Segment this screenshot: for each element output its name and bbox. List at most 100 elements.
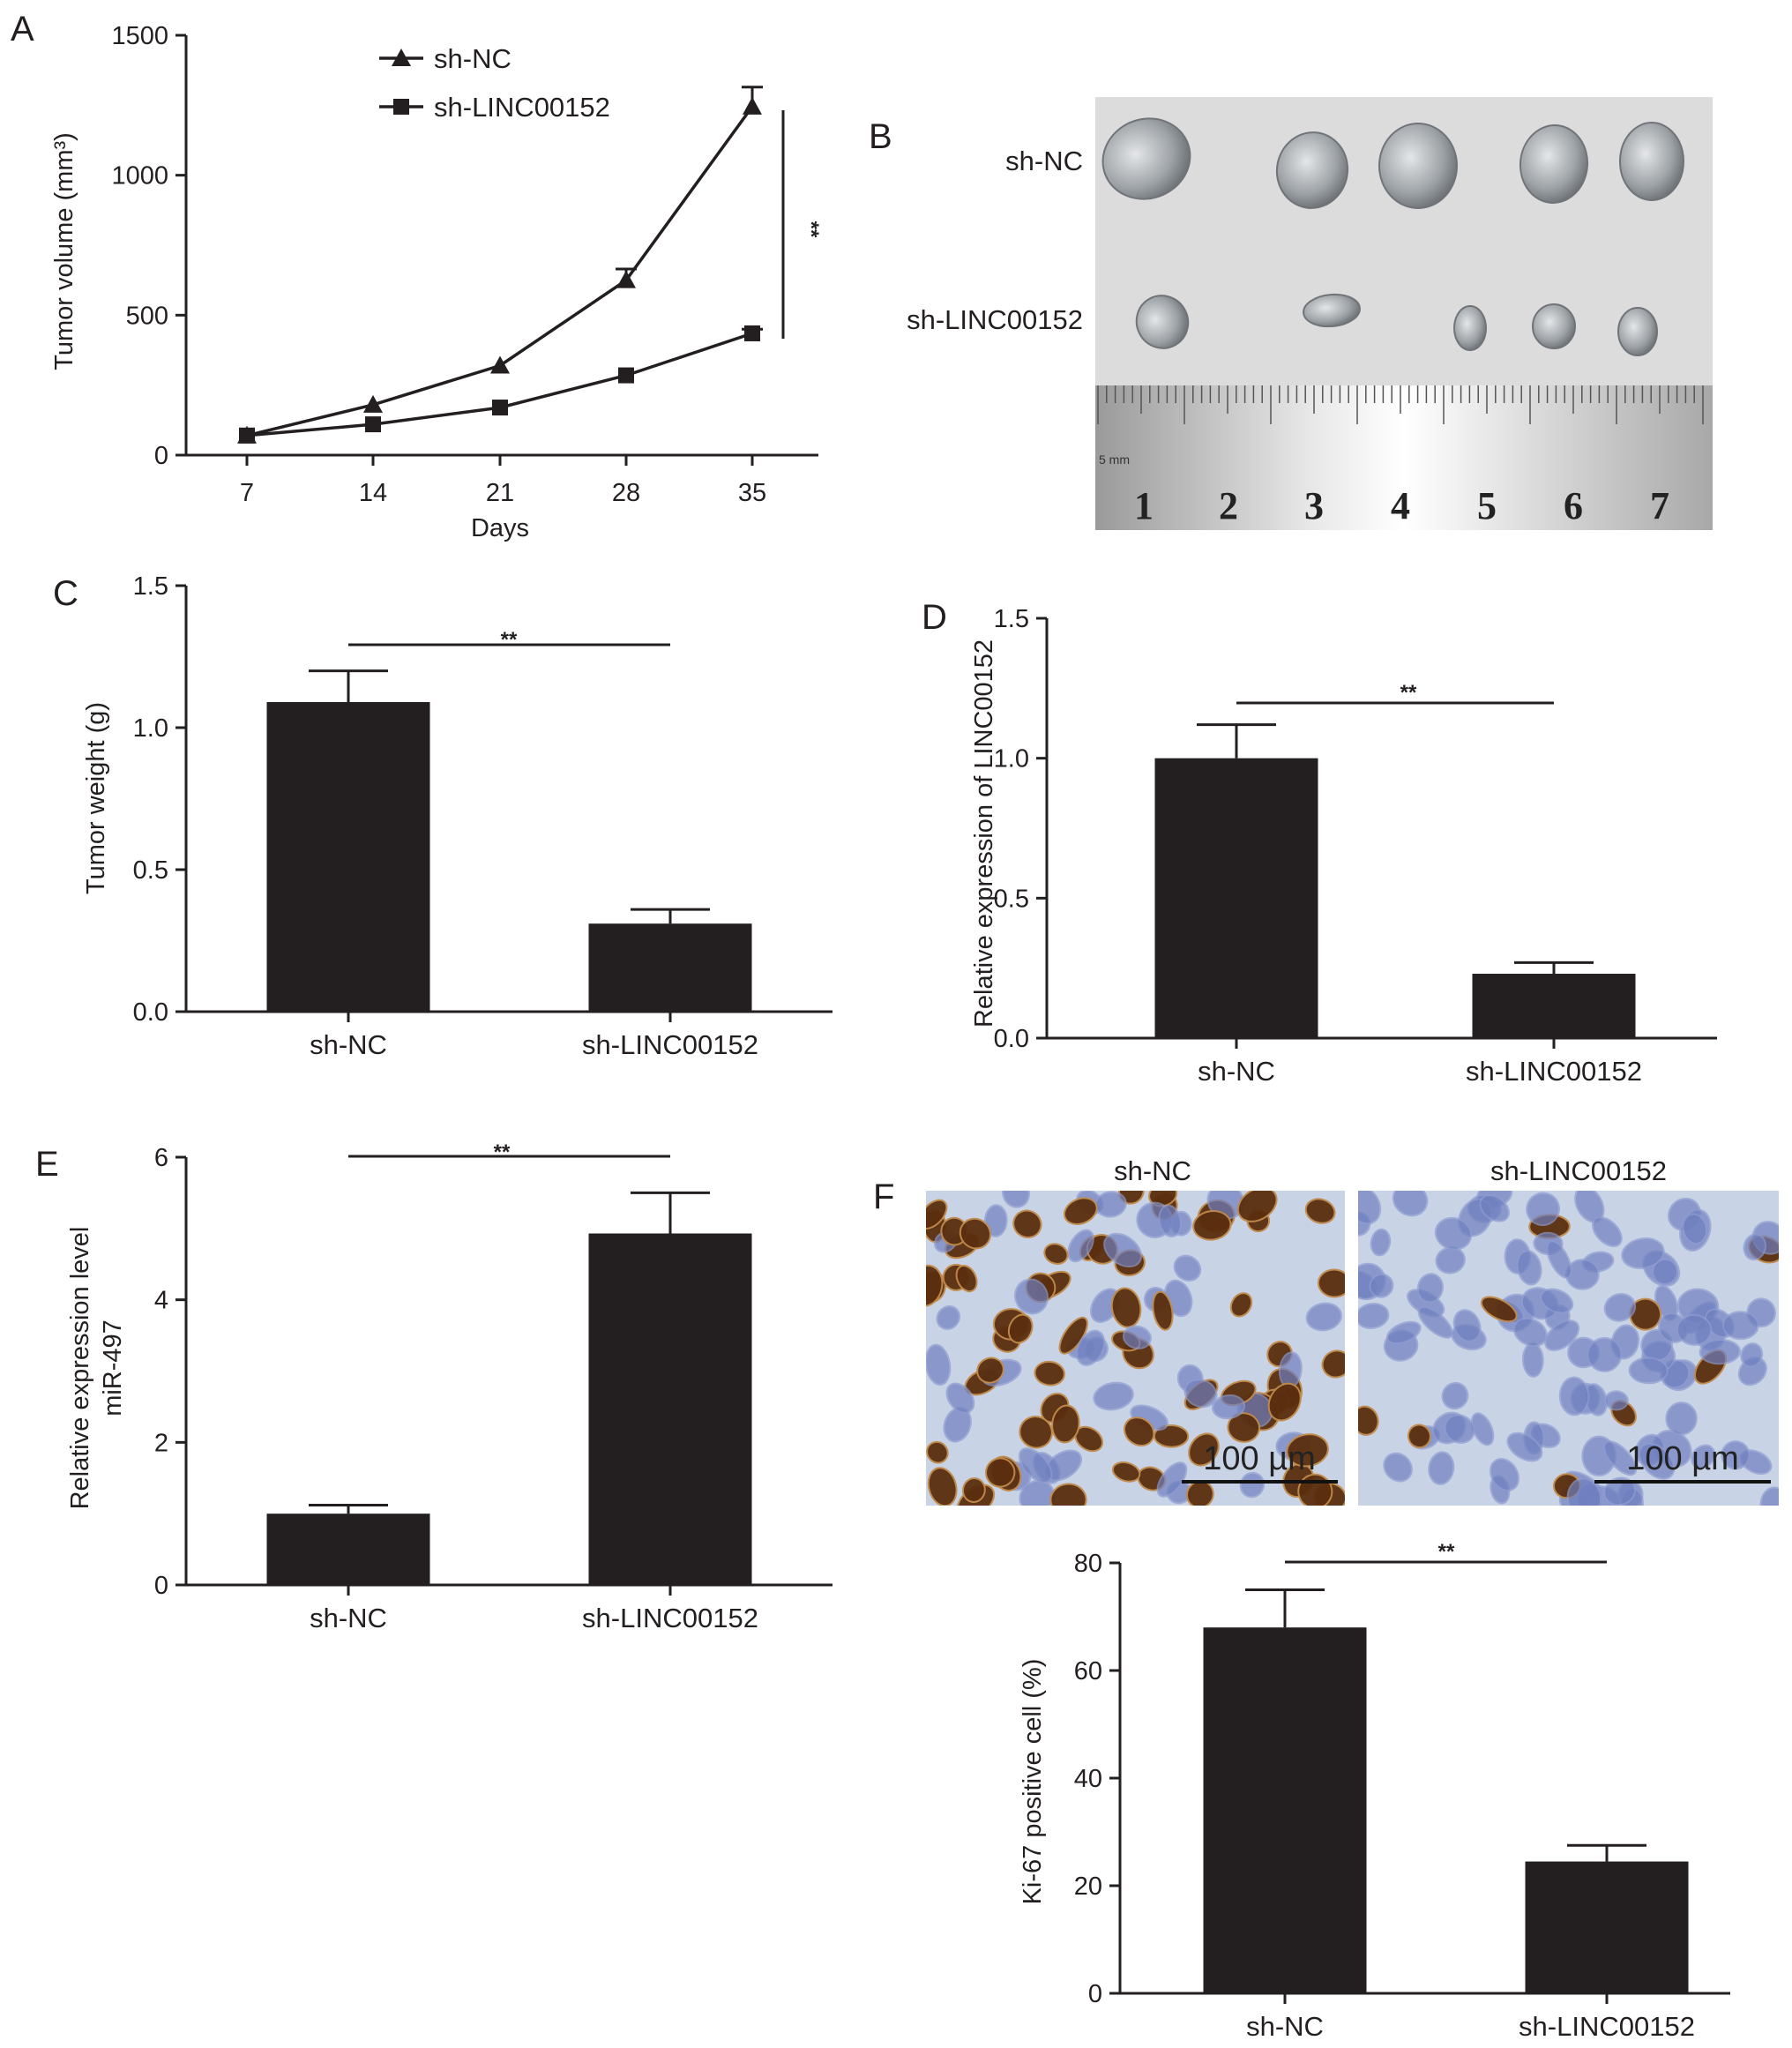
- tumor-specimen: [1532, 303, 1576, 349]
- ki67-positive-nucleus: [1063, 1197, 1098, 1225]
- y-tick-label: 4: [154, 1287, 168, 1315]
- legend-triangle-marker: [392, 49, 411, 66]
- ruler-number: 1: [1134, 484, 1154, 527]
- legend-label-sh-linc00152: sh-LINC00152: [434, 92, 610, 123]
- tumor-specimen: [1519, 124, 1589, 204]
- ruler-unit-label: 5 mm: [1099, 452, 1130, 467]
- bar-sh-linc00152: [588, 1233, 752, 1585]
- x-tick-label: 21: [486, 479, 514, 507]
- ki67-positive-nucleus: [1012, 1209, 1042, 1239]
- ki67-positive-nucleus: [1227, 1412, 1260, 1443]
- y-tick-label: 0: [154, 442, 168, 470]
- ki67-negative-nucleus: [1103, 1232, 1142, 1267]
- y-tick-label: 1.0: [133, 714, 168, 743]
- row-label-sh-linc00152: sh-LINC00152: [907, 304, 1083, 335]
- scale-bar-label-2: 100 µm: [1626, 1440, 1739, 1477]
- x-tick-label: sh-LINC00152: [582, 1603, 758, 1633]
- ki67-negative-nucleus: [1665, 1401, 1698, 1436]
- ki67-negative-nucleus: [1156, 1461, 1188, 1498]
- ki67-negative-nucleus: [936, 1305, 961, 1330]
- ki67-positive-nucleus: [1267, 1382, 1302, 1422]
- ki67-negative-nucleus: [1067, 1229, 1094, 1263]
- tumor-specimen: [1619, 122, 1684, 201]
- y-tick-label: 20: [1074, 1872, 1102, 1901]
- ki67-positive-nucleus: [1286, 1433, 1329, 1468]
- ki67-negative-nucleus: [1490, 1458, 1519, 1491]
- bar-sh-nc: [266, 702, 430, 1012]
- ki67-positive-nucleus: [1019, 1416, 1053, 1449]
- ki67-negative-nucleus: [1018, 1447, 1053, 1484]
- panel-f-significance: **: [1438, 1540, 1455, 1564]
- data-point-triangle: [743, 96, 762, 115]
- panel-a-letter: A: [11, 10, 34, 49]
- ki67-negative-nucleus: [1721, 1440, 1751, 1470]
- ihc-cells: [1358, 1191, 1779, 1506]
- ki67-negative-nucleus: [1540, 1288, 1574, 1314]
- ki67-negative-nucleus: [1604, 1390, 1629, 1411]
- panel-d-letter: D: [922, 598, 947, 637]
- ki67-negative-nucleus: [1638, 1442, 1676, 1480]
- y-tick-label: 0.0: [133, 998, 168, 1027]
- ki67-negative-nucleus: [1526, 1192, 1561, 1226]
- panel-d-significance: **: [1400, 681, 1417, 705]
- ki67-negative-nucleus: [1123, 1325, 1152, 1349]
- legend-square-marker: [393, 99, 409, 115]
- panel-c-letter: C: [53, 574, 78, 613]
- x-tick-label: 7: [240, 479, 254, 507]
- x-tick-label: sh-NC: [310, 1029, 387, 1060]
- x-tick-label: 28: [612, 479, 640, 507]
- y-tick-label: 1.5: [133, 572, 168, 601]
- ihc-title-sh-nc: sh-NC: [1114, 1155, 1191, 1186]
- ki67-positive-nucleus: [1111, 1461, 1141, 1483]
- y-tick-label: 0.5: [994, 885, 1029, 913]
- y-tick-label: 2: [154, 1429, 168, 1457]
- y-tick-label: 40: [1074, 1765, 1102, 1793]
- y-tick-label: 0: [1088, 1980, 1102, 2008]
- ruler-number: 7: [1650, 484, 1669, 527]
- bar-sh-nc: [1203, 1627, 1367, 1993]
- ki67-positive-nucleus: [1007, 1313, 1034, 1344]
- row-label-sh-nc: sh-NC: [1005, 146, 1083, 176]
- tumor-specimen: [1378, 123, 1458, 209]
- data-point-square: [492, 400, 508, 416]
- ki67-negative-nucleus: [1392, 1191, 1429, 1217]
- ki67-negative-nucleus: [1383, 1452, 1413, 1483]
- ki67-negative-nucleus: [1743, 1233, 1766, 1261]
- ki67-negative-nucleus: [926, 1343, 952, 1387]
- panel-c-ylabel: Tumor weight (g): [82, 702, 110, 894]
- series-line-sh-linc00152: [246, 332, 753, 437]
- ki67-positive-nucleus: [985, 1457, 1016, 1488]
- ki67-negative-nucleus: [1691, 1444, 1716, 1469]
- ki67-negative-nucleus: [1428, 1451, 1455, 1485]
- ruler-number: 5: [1477, 484, 1497, 527]
- data-point-triangle: [490, 355, 510, 374]
- ki67-negative-nucleus: [1699, 1338, 1741, 1365]
- ki67-negative-nucleus: [1093, 1381, 1134, 1411]
- panel-e-ylabel-line2: miR-497: [99, 1319, 127, 1416]
- panel-f: F sh-NC sh-LINC00152 100 µm 100 µm Ki-67…: [873, 1155, 1779, 2042]
- x-tick-label: sh-NC: [1246, 2011, 1324, 2042]
- ki67-negative-nucleus: [1721, 1311, 1759, 1341]
- y-tick-label: 0: [154, 1572, 168, 1600]
- ki67-negative-nucleus: [1546, 1240, 1572, 1279]
- y-tick-label: 80: [1074, 1550, 1102, 1578]
- ki67-negative-nucleus: [1544, 1319, 1580, 1351]
- ki67-negative-nucleus: [1239, 1471, 1266, 1499]
- bar-sh-nc: [1154, 758, 1318, 1038]
- y-tick-label: 6: [154, 1144, 168, 1172]
- ki67-positive-nucleus: [976, 1357, 1004, 1384]
- ki67-positive-nucleus: [1188, 1432, 1220, 1467]
- ki67-negative-nucleus: [1740, 1342, 1764, 1368]
- ki67-negative-nucleus: [1682, 1213, 1708, 1244]
- x-tick-label: sh-LINC00152: [1466, 1056, 1642, 1087]
- ki67-positive-nucleus: [926, 1199, 948, 1230]
- ki67-positive-nucleus: [1629, 1297, 1662, 1331]
- y-tick-label: 500: [126, 302, 168, 330]
- ruler: [1095, 385, 1713, 530]
- ki67-negative-nucleus: [1603, 1476, 1637, 1506]
- ki67-negative-nucleus: [1385, 1320, 1422, 1345]
- ki67-positive-nucleus: [1407, 1424, 1431, 1449]
- panel-a-ylabel: Tumor volume (mm³): [50, 132, 78, 370]
- ki67-positive-nucleus: [1236, 1191, 1278, 1222]
- data-point-square: [239, 427, 255, 444]
